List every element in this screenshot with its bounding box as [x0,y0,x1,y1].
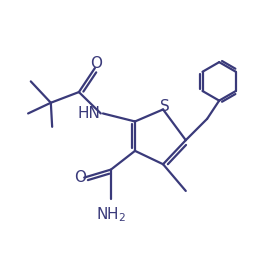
Text: O: O [90,56,102,71]
Text: S: S [160,99,169,114]
Text: HN: HN [78,106,101,121]
Text: NH$_2$: NH$_2$ [96,206,126,224]
Text: O: O [74,170,86,185]
